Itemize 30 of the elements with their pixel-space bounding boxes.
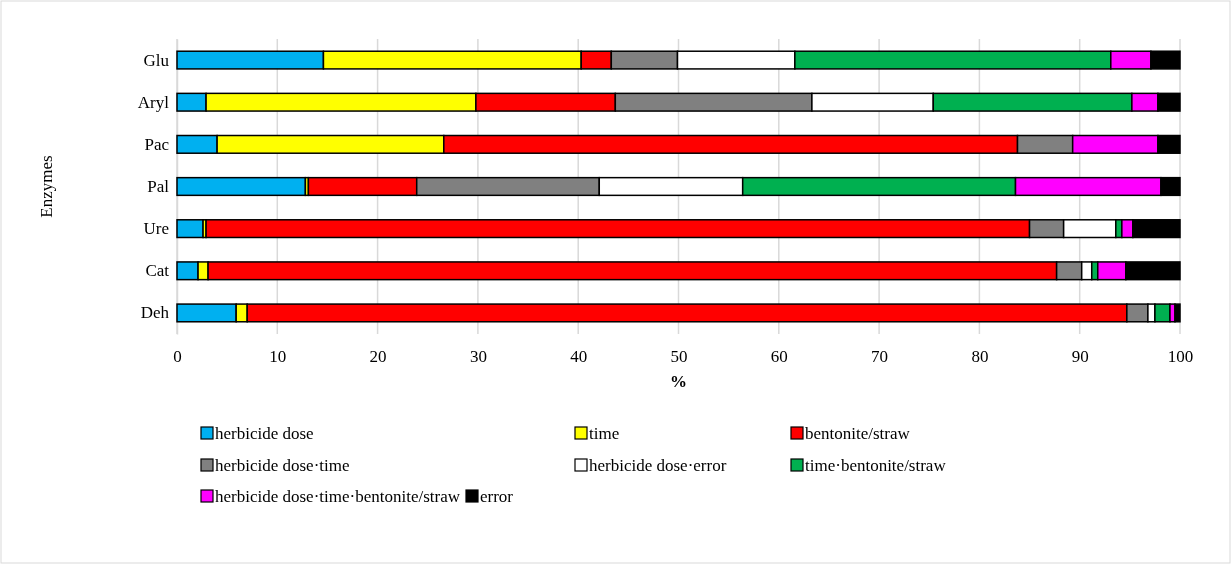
x-axis-title: % xyxy=(670,372,687,391)
legend-label: time·bentonite/straw xyxy=(805,456,947,475)
y-tick-label: Pal xyxy=(147,176,170,196)
y-tick-label: Ure xyxy=(143,219,169,239)
x-tick-label: 40 xyxy=(570,347,588,367)
legend-label: herbicide dose·error xyxy=(589,456,727,475)
legend-label: herbicide dose·time·bentonite/straw xyxy=(215,487,461,506)
y-axis-title: Enzymes xyxy=(37,155,56,218)
x-tick-label: 10 xyxy=(269,347,287,367)
y-tick-label: Pac xyxy=(144,134,170,154)
legend-label: bentonite/straw xyxy=(805,424,911,443)
x-tick-label: 70 xyxy=(871,347,889,367)
x-tick-label: 50 xyxy=(670,347,688,367)
legend-label: herbicide dose·time xyxy=(215,456,350,475)
legend-label: herbicide dose xyxy=(215,424,314,443)
x-tick-label: 100 xyxy=(1167,347,1194,367)
x-tick-label: 90 xyxy=(1071,347,1089,367)
legend-label: time xyxy=(589,424,620,443)
x-tick-label: 0 xyxy=(173,347,182,367)
x-tick-label: 30 xyxy=(469,347,487,367)
x-tick-label: 80 xyxy=(971,347,989,367)
y-tick-label: Glu xyxy=(143,50,170,70)
legend-label: error xyxy=(480,487,514,506)
x-tick-label: 60 xyxy=(770,347,788,367)
bar xyxy=(176,176,307,197)
x-tick-label: 20 xyxy=(369,347,387,367)
y-tick-label: Aryl xyxy=(137,92,170,112)
bar xyxy=(176,219,204,239)
y-tick-label: Deh xyxy=(140,303,170,323)
y-tick-label: Cat xyxy=(145,261,170,281)
